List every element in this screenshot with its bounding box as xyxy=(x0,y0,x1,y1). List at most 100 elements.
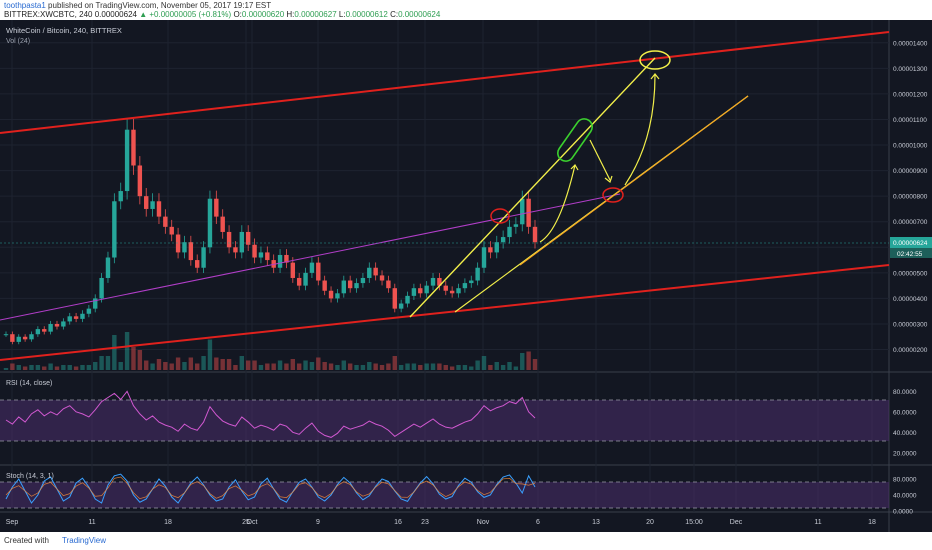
volume-bar xyxy=(322,362,327,370)
candle xyxy=(520,198,525,225)
low-value: 0.00000612 xyxy=(345,10,388,19)
volume-bar xyxy=(10,363,15,370)
candle xyxy=(469,280,474,284)
price-axis[interactable]: 0.00001400 0.00001300 0.00001200 0.00001100… xyxy=(893,40,928,354)
candle xyxy=(443,285,448,291)
time-tick-label: 23 xyxy=(421,519,429,526)
candle xyxy=(163,216,168,227)
volume-bar xyxy=(462,365,468,370)
candle xyxy=(462,283,468,289)
volume-bar xyxy=(220,359,225,370)
highlight-circle[interactable] xyxy=(490,208,510,224)
projection-arrow[interactable] xyxy=(589,139,611,181)
volume-bar xyxy=(156,359,162,370)
volume-bar xyxy=(341,360,346,370)
volume-bar xyxy=(494,362,499,370)
highlight-circle[interactable] xyxy=(602,187,624,203)
candle xyxy=(175,234,181,253)
green-highlight-box[interactable] xyxy=(555,116,596,164)
candle xyxy=(29,334,34,340)
volume-bar xyxy=(22,366,28,370)
time-tick-label: 9 xyxy=(316,519,320,526)
footer: Created with TradingView xyxy=(0,532,932,550)
volume-bar xyxy=(379,365,385,370)
time-tick-label: Sep xyxy=(6,519,19,526)
candle xyxy=(405,295,410,304)
volume-bar xyxy=(86,365,92,370)
current-price-tag xyxy=(890,237,932,248)
volume-bar xyxy=(469,366,474,370)
volume-bar xyxy=(405,363,410,370)
volume-bar xyxy=(424,363,429,370)
volume-bar xyxy=(93,362,98,370)
candle xyxy=(309,262,315,273)
volume-bar xyxy=(131,347,136,370)
open-label: O: xyxy=(233,10,242,19)
lower-channel-line[interactable] xyxy=(0,264,890,361)
volume-bar xyxy=(532,359,538,370)
volume-bar xyxy=(245,360,251,370)
volume-bar xyxy=(233,365,238,370)
volume-bar xyxy=(284,363,289,370)
volume-bar xyxy=(335,365,340,370)
candle xyxy=(513,224,519,227)
candle xyxy=(73,316,79,319)
price-tick-label: 0.00001200 xyxy=(893,91,928,98)
volume-bar xyxy=(328,363,334,370)
volume-bar xyxy=(226,359,232,370)
stoch-d-line xyxy=(5,476,536,500)
volume-bar xyxy=(80,365,85,370)
volume-bar xyxy=(195,363,200,370)
resistance-trend-line[interactable] xyxy=(0,193,621,321)
price-tick-label: 0.00000400 xyxy=(893,296,928,303)
candle xyxy=(481,247,487,268)
chart-area[interactable]: 0.00001400 0.00001300 0.00001200 0.00001100… xyxy=(0,20,932,532)
volume-bar xyxy=(437,363,442,370)
candle xyxy=(456,288,461,294)
tradingview-logo-link[interactable]: TradingView xyxy=(62,536,107,545)
volume-bar xyxy=(182,362,187,370)
volume-bar xyxy=(35,365,41,370)
candle xyxy=(354,283,359,289)
volume-bar xyxy=(265,363,270,370)
candle xyxy=(424,285,429,294)
candle xyxy=(226,231,232,248)
price-candles xyxy=(3,118,538,345)
volume-bar xyxy=(207,339,213,370)
target-circle[interactable] xyxy=(639,50,671,70)
yellow-trend-line[interactable] xyxy=(409,57,656,318)
volume-bar xyxy=(418,365,423,370)
price-tick-label: 0.00001300 xyxy=(893,66,928,73)
author-link[interactable]: toothpasta1 xyxy=(4,1,46,10)
candle xyxy=(335,293,340,299)
published-text: published on TradingView.com, November 0… xyxy=(48,1,272,10)
volume-bar xyxy=(411,363,417,370)
volume-bar xyxy=(188,357,194,370)
orange-trend-line[interactable] xyxy=(519,95,749,266)
arrow-head xyxy=(604,175,613,184)
volume-bar xyxy=(169,363,174,370)
chart-canvas[interactable]: 0.00001400 0.00001300 0.00001200 0.00001100… xyxy=(0,20,932,532)
volume-bar xyxy=(144,360,149,370)
candle xyxy=(105,257,111,278)
created-with-text: Created with xyxy=(4,536,49,545)
candle xyxy=(379,275,385,281)
candle xyxy=(328,290,334,299)
price-tick-label: 0.00000900 xyxy=(893,168,928,175)
projection-arrow[interactable] xyxy=(624,74,656,186)
candle xyxy=(169,226,174,235)
candle xyxy=(386,280,391,289)
candle xyxy=(418,288,423,294)
volume-bar xyxy=(449,366,455,370)
projection-arrow[interactable] xyxy=(539,164,576,243)
candle xyxy=(144,196,149,209)
rsi-legend: RSI (14, close) xyxy=(6,380,52,387)
candle xyxy=(507,226,512,238)
price-change: +0.00000005 (+0.81%) xyxy=(149,10,232,19)
volume-bar xyxy=(54,366,60,370)
price-tick-label: 0.00001100 xyxy=(893,117,927,124)
upper-channel-line[interactable] xyxy=(0,31,890,134)
candle xyxy=(188,242,194,261)
price-tick-label: 0.00000500 xyxy=(893,270,928,277)
